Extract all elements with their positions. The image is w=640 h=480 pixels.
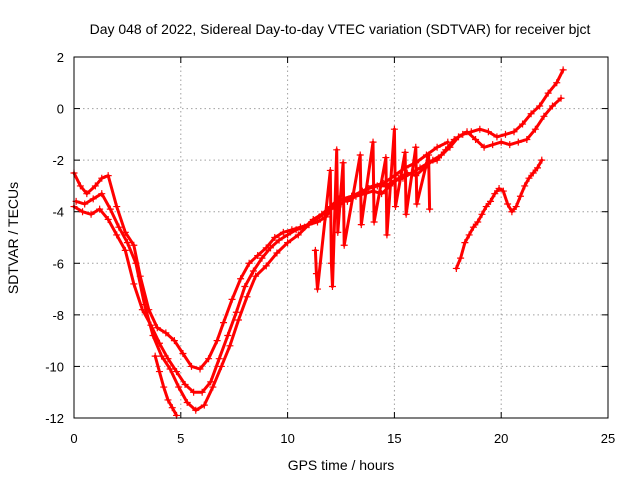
series-track-e: [452, 156, 546, 272]
series-track-d: [151, 352, 181, 419]
series-trace: [313, 127, 432, 291]
y-tick-label: -12: [45, 411, 64, 426]
series-trace: [74, 140, 450, 412]
y-tick-label: -8: [52, 308, 64, 323]
x-tick-label: 15: [387, 431, 401, 446]
x-tick-label: 5: [177, 431, 184, 446]
y-tick-label: 2: [57, 50, 64, 65]
x-axis-label: GPS time / hours: [288, 457, 395, 473]
y-tick-label: -10: [45, 359, 64, 374]
data-points: [70, 66, 567, 419]
grid: [74, 57, 608, 418]
x-tick-label: 10: [280, 431, 294, 446]
series-spikes: [311, 125, 434, 293]
y-tick-label: -6: [52, 256, 64, 271]
x-tick-label: 20: [494, 431, 508, 446]
plot-frame: [73, 56, 609, 419]
x-tick-label: 0: [70, 431, 77, 446]
chart-title: Day 048 of 2022, Sidereal Day-to-day VTE…: [90, 21, 591, 37]
series-track-b: [70, 94, 565, 396]
y-tick-label: -2: [52, 153, 64, 168]
series-trace: [153, 354, 178, 417]
x-tick-label: 25: [601, 431, 615, 446]
y-tick-label: -4: [52, 205, 64, 220]
y-tick-label: 0: [57, 102, 64, 117]
series-trace: [454, 158, 544, 270]
y-axis-label: SDTVAR / TECUs: [5, 182, 21, 294]
series-trace: [72, 96, 563, 394]
